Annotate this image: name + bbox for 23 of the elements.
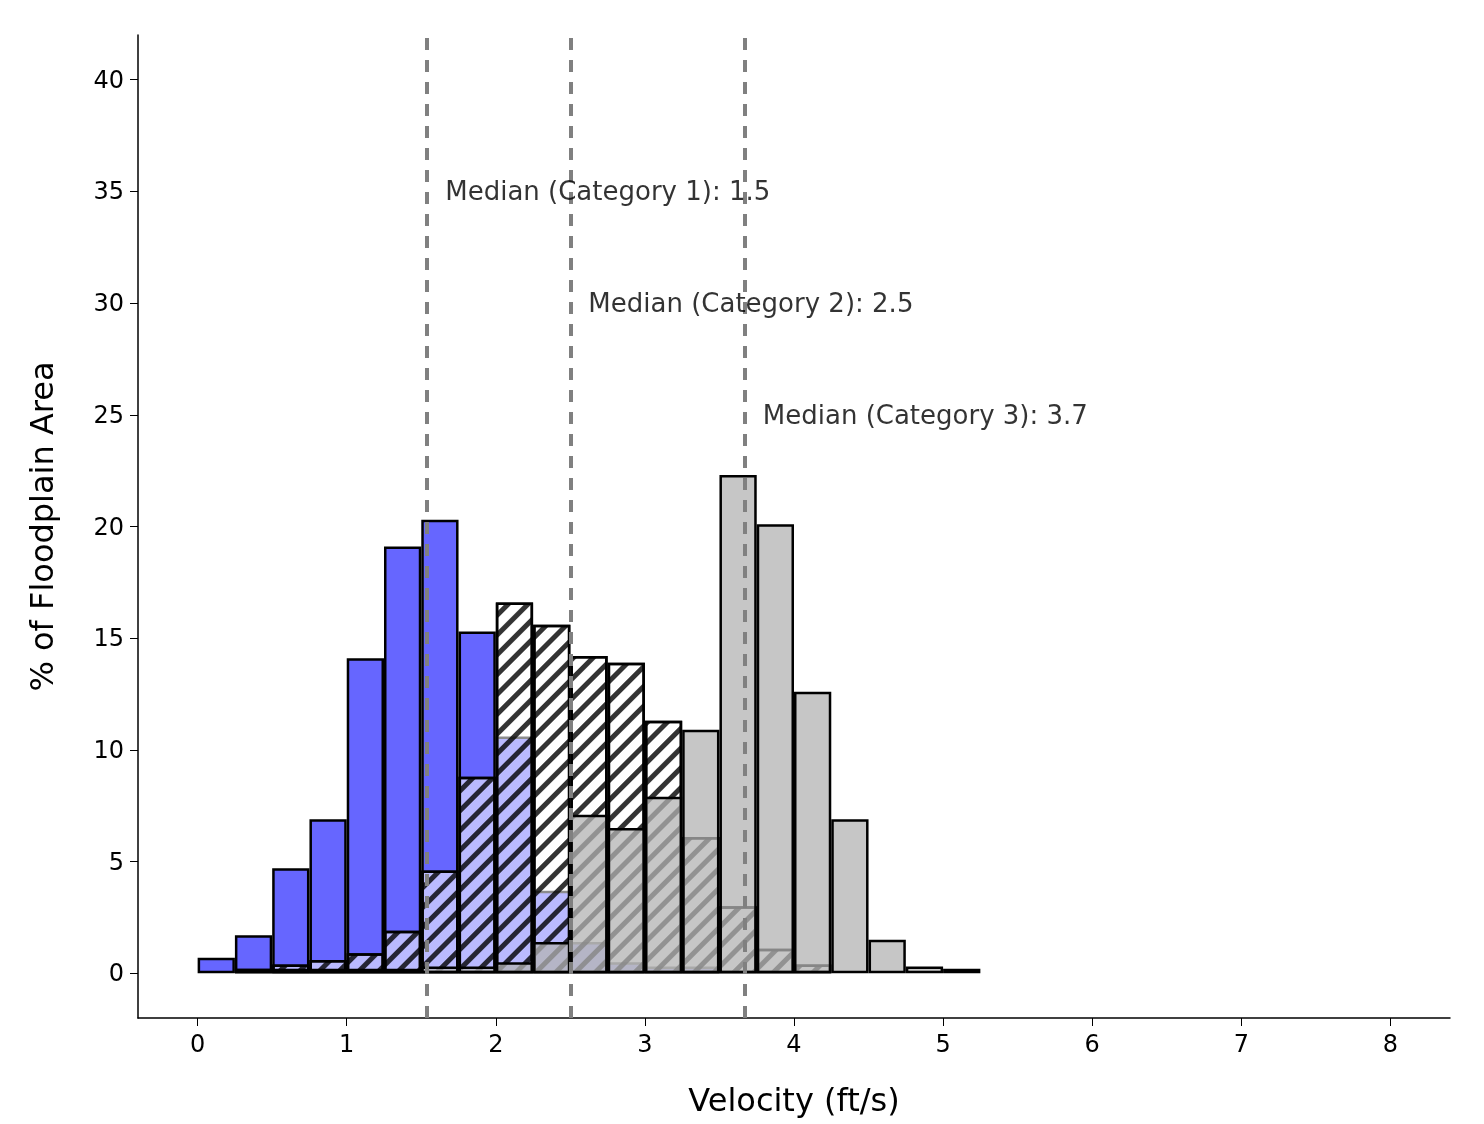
y-tick-label: 5 [108,847,124,876]
y-tick-label: 15 [93,624,124,653]
x-tick-label: 3 [637,1030,653,1058]
y-axis-title: % of Floodplain Area [23,361,61,692]
x-tick-label: 0 [190,1030,206,1058]
y-tick-label: 40 [93,65,124,94]
annotation: Median (Category 1): 1.5 [445,176,771,207]
x-tick-label: 7 [1233,1030,1249,1058]
x-tick-label: 6 [1084,1030,1100,1058]
y-tick-label: 0 [108,959,124,988]
y-tick-label: 20 [93,512,124,541]
x-tick-label: 1 [339,1030,355,1058]
x-tick-label: 8 [1382,1030,1398,1058]
x-axis-title: Velocity (ft/s) [688,1081,900,1119]
y-tick-label: 35 [93,177,124,206]
y-tick-label: 25 [93,400,124,429]
annotation: Median (Category 2): 2.5 [588,288,914,319]
annotation: Median (Category 3): 3.7 [762,399,1088,430]
x-tick-label: 4 [786,1030,802,1058]
x-tick-label: 2 [488,1030,504,1058]
y-tick-label: 30 [93,289,124,318]
y-tick-label: 10 [93,735,124,764]
x-tick-label: 5 [935,1030,951,1058]
